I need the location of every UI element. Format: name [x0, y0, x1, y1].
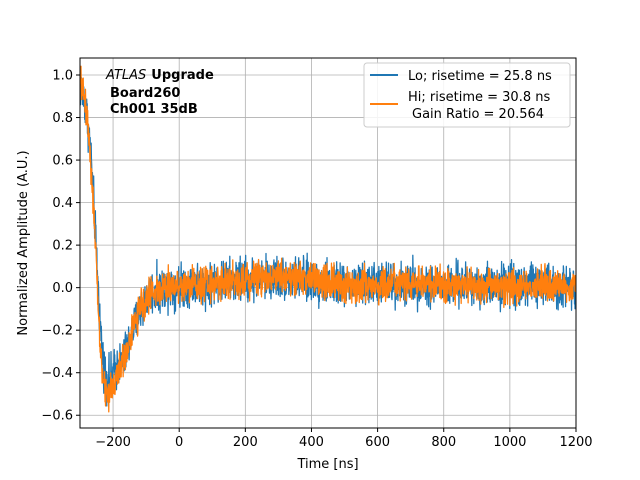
- series-hi-line: [80, 65, 576, 413]
- y-tick-label: −0.6: [41, 409, 73, 424]
- y-tick-label: 0.8: [52, 111, 73, 126]
- y-tick-label: −0.4: [41, 366, 73, 381]
- legend-label-hi-gain: Gain Ratio = 20.564: [412, 107, 544, 122]
- x-tick-label: 0: [175, 435, 183, 450]
- y-tick-label: 0.6: [52, 154, 73, 169]
- annotation-upgrade: Upgrade: [151, 68, 214, 83]
- x-axis-label: Time [ns]: [296, 457, 358, 472]
- annotation-line1: ATLAS Upgrade: [105, 68, 214, 83]
- series-group: [80, 65, 576, 413]
- annotation-atlas: ATLAS: [105, 68, 146, 83]
- y-tick-label: −0.2: [41, 324, 73, 339]
- plot-frame: [79, 57, 577, 429]
- legend: Lo; risetime = 25.8 ns Hi; risetime = 30…: [363, 62, 571, 128]
- legend-label-hi: Hi; risetime = 30.8 ns: [408, 90, 550, 105]
- y-tick-label: 0.4: [52, 196, 73, 211]
- x-tick-label: 1000: [493, 435, 526, 450]
- x-tick-label: 800: [431, 435, 456, 450]
- legend-box: [363, 62, 571, 128]
- y-tick-label: 0.2: [52, 239, 73, 254]
- y-tick-label: 1.0: [52, 69, 73, 84]
- annotation: ATLAS Upgrade Board260 Ch001 35dB: [105, 68, 214, 117]
- x-tick-label: 400: [299, 435, 324, 450]
- ticks: −200 0 200 400 600 800 1000 1200 −0.6 −0.4 −0.2 0.0…: [41, 69, 592, 450]
- x-tick-label: −200: [95, 435, 131, 450]
- x-tick-label: 1200: [559, 435, 592, 450]
- y-axis-label: Normalized Amplitude (A.U.): [16, 150, 31, 335]
- y-tick-label: 0.0: [52, 281, 73, 296]
- annotation-board: Board260: [110, 86, 180, 101]
- annotation-channel: Ch001 35dB: [110, 102, 198, 117]
- x-tick-label: 600: [365, 435, 390, 450]
- x-tick-label: 200: [233, 435, 258, 450]
- legend-label-lo: Lo; risetime = 25.8 ns: [408, 69, 552, 84]
